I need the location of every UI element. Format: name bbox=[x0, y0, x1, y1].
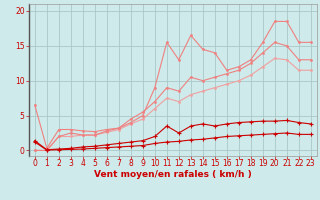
X-axis label: Vent moyen/en rafales ( km/h ): Vent moyen/en rafales ( km/h ) bbox=[94, 170, 252, 179]
